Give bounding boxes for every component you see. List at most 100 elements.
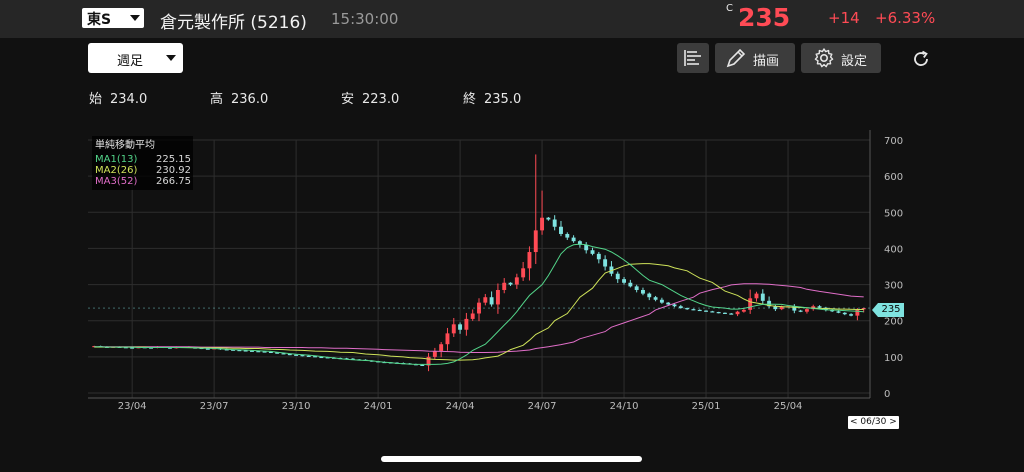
- x-tick-label: 25/04: [774, 401, 803, 412]
- high-label: 高: [210, 92, 224, 107]
- candle-body: [603, 259, 608, 267]
- candle-body: [168, 347, 172, 349]
- candle-body: [735, 311, 740, 315]
- candle-body: [842, 312, 847, 315]
- price-prefix: C: [726, 3, 733, 14]
- candle-body: [319, 356, 324, 359]
- x-tick-label: 24/01: [364, 401, 393, 412]
- candle-body: [527, 252, 532, 269]
- x-tick-label: 24/04: [446, 401, 475, 412]
- quote-time: 15:30:00: [331, 10, 399, 28]
- y-tick-label: 500: [884, 208, 903, 219]
- candle-body: [439, 344, 444, 352]
- candle-body: [628, 282, 633, 287]
- candle-body: [697, 309, 702, 312]
- ohlc-high: 高 236.0: [210, 88, 268, 107]
- candle-body: [268, 351, 273, 353]
- candle-body: [464, 318, 469, 330]
- ma3-value: 266.75: [156, 176, 191, 187]
- y-tick-label: 400: [884, 244, 903, 255]
- y-tick-label: 600: [884, 172, 903, 183]
- candle-body: [130, 347, 135, 349]
- candle-body: [653, 297, 658, 300]
- candle-body: [773, 306, 778, 310]
- candlestick-chart[interactable]: 0 100 200 300 400 500 600 700 23/04 23/07 23/10 24/…: [88, 130, 908, 415]
- candle-body: [685, 308, 690, 310]
- candle-body: [760, 293, 765, 301]
- draw-button[interactable]: 描画: [715, 43, 795, 73]
- candle-body: [729, 313, 734, 315]
- candle-body: [855, 309, 860, 316]
- chevron-down-icon: [166, 55, 176, 61]
- price-change: +14: [828, 9, 860, 27]
- candle-body: [748, 298, 753, 310]
- chevron-down-icon: [130, 15, 140, 21]
- market-label: 東S: [87, 12, 112, 28]
- candle-body: [716, 312, 721, 314]
- ma2-name: MA2(26): [95, 165, 138, 176]
- x-tick-label: 23/07: [200, 401, 229, 412]
- x-tick-label: 23/04: [118, 401, 147, 412]
- y-tick-label: 100: [884, 353, 903, 364]
- candle-body: [521, 268, 526, 278]
- period-select[interactable]: 週足: [88, 43, 183, 73]
- candle-body: [849, 314, 854, 316]
- y-tick-label: 700: [884, 136, 903, 147]
- candle-body: [426, 356, 431, 366]
- candle-body: [483, 297, 488, 303]
- candle-body: [666, 302, 671, 305]
- candle-body: [767, 300, 772, 307]
- candle-body: [495, 289, 500, 305]
- candle-body: [577, 241, 582, 245]
- price-change-percent: +6.33%: [875, 9, 936, 27]
- legend-ma1: MA1(13) 225.15: [95, 154, 191, 165]
- indicators-button[interactable]: [677, 43, 709, 73]
- low-label: 安: [341, 92, 355, 107]
- candle-body: [300, 355, 305, 357]
- ohlc-close: 終 235.0: [463, 88, 521, 107]
- candle-body: [830, 309, 835, 312]
- last-price-tag: 235: [872, 303, 904, 317]
- market-select[interactable]: 東S: [82, 8, 144, 28]
- gear-icon: [814, 48, 834, 68]
- refresh-icon[interactable]: [911, 49, 931, 69]
- x-tick-label: 23/10: [282, 401, 311, 412]
- candle-body: [596, 253, 601, 260]
- candle-body: [754, 293, 759, 299]
- ma2-line: [94, 263, 864, 361]
- candle-body: [540, 217, 545, 231]
- home-indicator[interactable]: [381, 456, 642, 462]
- candle-body: [817, 306, 822, 308]
- candle-body: [804, 309, 809, 312]
- candle-body: [779, 306, 784, 310]
- draw-label: 描画: [753, 54, 780, 69]
- open-value: 234.0: [110, 92, 148, 107]
- candle-body: [798, 310, 803, 312]
- candle-body: [237, 349, 242, 352]
- ma1-value: 225.15: [156, 154, 191, 165]
- y-tick-label: 0: [884, 389, 890, 400]
- candle-body: [250, 350, 254, 352]
- period-label: 週足: [117, 54, 144, 69]
- ma1-line: [94, 243, 864, 365]
- ma2-value: 230.92: [156, 165, 191, 176]
- candle-body: [306, 355, 311, 357]
- candle-body: [571, 237, 576, 242]
- legend-ma2: MA2(26) 230.92: [95, 165, 191, 176]
- x-tick-label: 24/07: [528, 401, 557, 412]
- candle-body: [590, 250, 595, 254]
- candle-body: [262, 351, 267, 353]
- open-label: 始: [89, 92, 103, 107]
- stock-name: 倉元製作所 (5216): [160, 13, 307, 33]
- candle-body: [451, 324, 456, 334]
- candle-body: [470, 313, 475, 319]
- candle-body: [514, 277, 519, 285]
- candle-body: [836, 311, 841, 313]
- date-navigator[interactable]: < 06/30 >: [848, 416, 899, 429]
- candle-body: [458, 324, 463, 330]
- x-tick-label: 25/01: [692, 401, 721, 412]
- settings-button[interactable]: 設定: [801, 43, 881, 73]
- candle-body: [710, 311, 715, 313]
- candle-body: [704, 310, 708, 312]
- header-bar: 東S 倉元製作所 (5216) 15:30:00 C 235 +14 +6.33…: [0, 0, 1024, 38]
